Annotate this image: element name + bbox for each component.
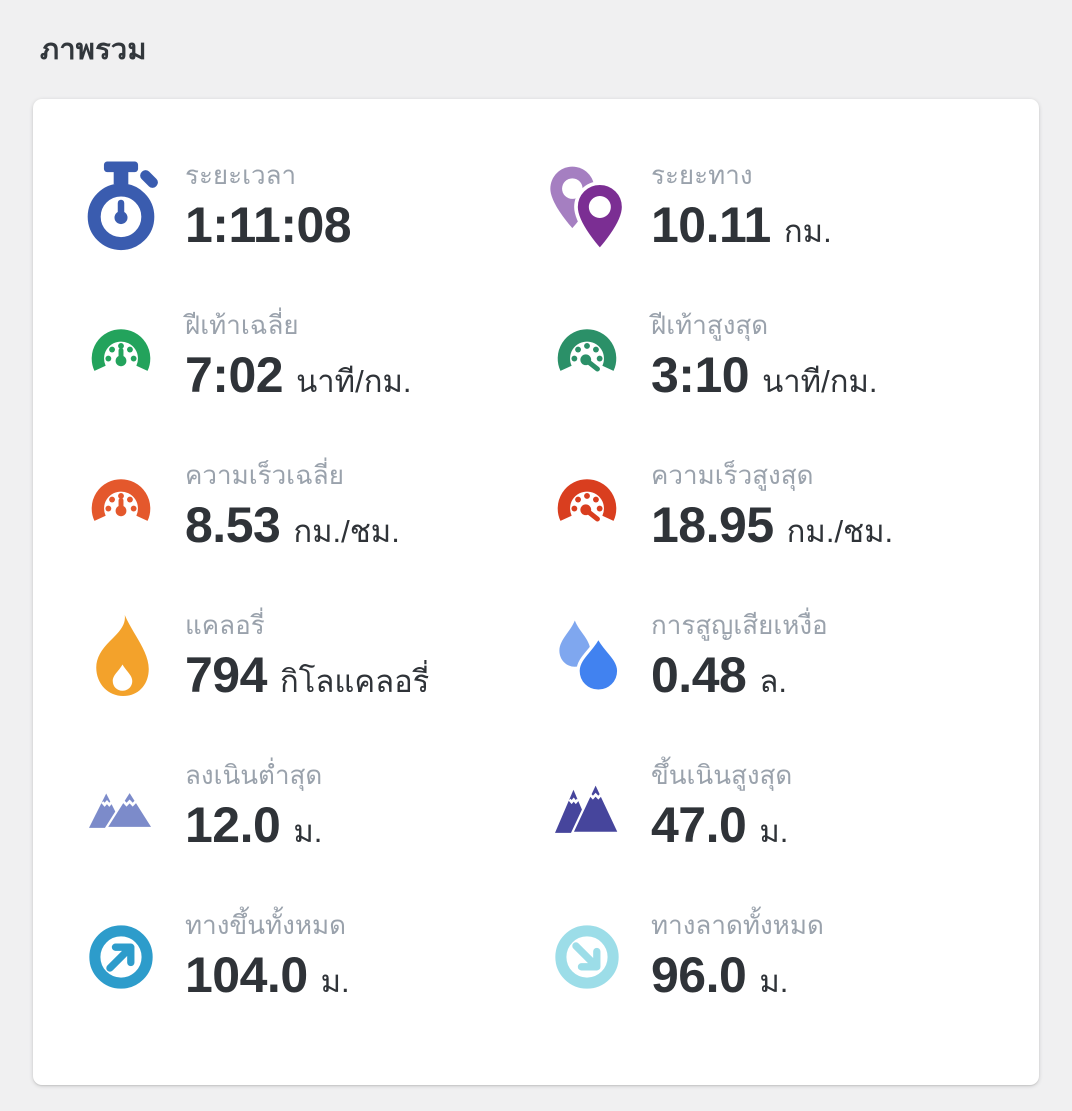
stat-unit: กิโลแคลอรี่ — [279, 663, 430, 699]
stat-unit: กม. — [783, 213, 832, 249]
stat-duration: ระยะเวลา 1:11:08 — [77, 157, 543, 307]
stat-min-elevation: ลงเนินต่ำสุด 12.0 ม. — [77, 757, 543, 907]
speed-gauge-icon — [543, 457, 631, 557]
stat-label: ขึ้นเนินสูงสุด — [651, 760, 793, 790]
pace-gauge-icon — [543, 307, 631, 407]
stat-label: ทางลาดทั้งหมด — [651, 910, 824, 940]
stat-value: 10.11 — [651, 196, 771, 253]
flame-icon — [77, 607, 165, 707]
stat-label: ฝีเท้าเฉลี่ย — [185, 310, 299, 340]
stat-value: 7:02 — [185, 346, 284, 403]
arrow-down-circle-icon — [543, 907, 631, 1007]
stat-unit: นาที/กม. — [762, 363, 878, 399]
stat-value: 104.0 — [185, 946, 308, 1003]
stat-unit: ล. — [759, 663, 787, 699]
stat-label: ระยะทาง — [651, 160, 753, 190]
stat-value: 96.0 — [651, 946, 747, 1003]
mountains-icon — [77, 757, 165, 857]
stat-label: ฝีเท้าสูงสุด — [651, 310, 769, 340]
stat-unit: ม. — [759, 963, 789, 999]
stat-avg-speed: ความเร็วเฉลี่ย 8.53 กม./ชม. — [77, 457, 543, 607]
stat-max-elevation: ขึ้นเนินสูงสุด 47.0 ม. — [543, 757, 1009, 907]
stat-distance: ระยะทาง 10.11 กม. — [543, 157, 1009, 307]
stat-max-speed: ความเร็วสูงสุด 18.95 กม./ชม. — [543, 457, 1009, 607]
stat-unit: ม. — [293, 813, 323, 849]
stat-value: 47.0 — [651, 796, 747, 853]
stat-value: 1:11:08 — [185, 196, 352, 253]
stat-unit: ม. — [320, 963, 350, 999]
stat-calories: แคลอรี่ 794 กิโลแคลอรี่ — [77, 607, 543, 757]
stat-label: แคลอรี่ — [185, 610, 265, 640]
stat-unit: กม./ชม. — [786, 513, 894, 549]
page-title: ภาพรวม — [40, 34, 147, 66]
stat-value: 0.48 — [651, 646, 747, 703]
stat-total-descent: ทางลาดทั้งหมด 96.0 ม. — [543, 907, 1009, 1057]
stat-value: 3:10 — [651, 346, 750, 403]
stat-label: ความเร็วสูงสุด — [651, 460, 814, 490]
stat-unit: ม. — [759, 813, 789, 849]
stat-label: ความเร็วเฉลี่ย — [185, 460, 344, 490]
stat-label: การสูญเสียเหงื่อ — [651, 610, 828, 640]
location-pins-icon — [543, 157, 631, 257]
overview-card: ระยะเวลา 1:11:08 ระยะทาง 10. — [33, 99, 1039, 1085]
water-drops-icon — [543, 607, 631, 707]
stat-value: 794 — [185, 646, 267, 703]
stat-max-pace: ฝีเท้าสูงสุด 3:10 นาที/กม. — [543, 307, 1009, 457]
stat-value: 8.53 — [185, 496, 281, 553]
stat-label: ระยะเวลา — [185, 160, 297, 190]
stopwatch-icon — [77, 157, 165, 257]
speed-gauge-icon — [77, 457, 165, 557]
stat-total-ascent: ทางขึ้นทั้งหมด 104.0 ม. — [77, 907, 543, 1057]
stat-sweat-loss: การสูญเสียเหงื่อ 0.48 ล. — [543, 607, 1009, 757]
stat-value: 12.0 — [185, 796, 281, 853]
stat-unit: กม./ชม. — [293, 513, 400, 549]
stat-avg-pace: ฝีเท้าเฉลี่ย 7:02 นาที/กม. — [77, 307, 543, 457]
stat-label: ทางขึ้นทั้งหมด — [185, 910, 346, 940]
stat-value: 18.95 — [651, 496, 774, 553]
arrow-up-circle-icon — [77, 907, 165, 1007]
mountains-icon — [543, 757, 631, 857]
stat-unit: นาที/กม. — [296, 363, 412, 399]
pace-gauge-icon — [77, 307, 165, 407]
stat-label: ลงเนินต่ำสุด — [185, 760, 323, 790]
